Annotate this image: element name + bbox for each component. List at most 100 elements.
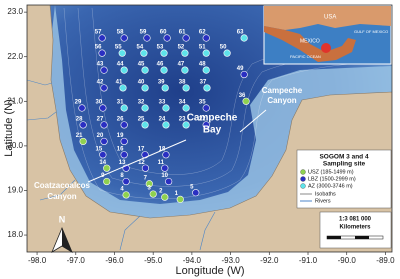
station (202, 121, 210, 129)
axes: -98.0 -97.0 -96.0 -95.0 -94.0 -93.0 -92.0 -91.0… (7, 7, 395, 265)
station (120, 104, 128, 112)
legend-marker (300, 176, 306, 182)
station-label: 52 (178, 45, 185, 51)
station (145, 180, 153, 188)
station-label: 20 (97, 133, 104, 139)
leader-line (239, 109, 267, 133)
station (181, 66, 189, 74)
station (165, 177, 173, 186)
inset-label: GULF OF MEXICO (354, 29, 388, 34)
station-label: 26 (117, 117, 124, 123)
station (182, 121, 190, 129)
station (149, 190, 157, 198)
station-label: 35 (199, 100, 206, 106)
station-label: 58 (117, 30, 124, 36)
station-label: 54 (137, 45, 144, 51)
station (161, 84, 169, 92)
bay-label: Campeche (187, 113, 238, 124)
y-tick-label: 20.0 (7, 141, 23, 150)
station (100, 84, 108, 92)
x-tick-label: -95.0 (144, 256, 163, 265)
x-tick-label: -97.0 (67, 256, 86, 265)
x-tick-label: -93.0 (221, 256, 240, 265)
station (181, 49, 189, 57)
station-label: 34 (179, 100, 186, 106)
legend-label: LBZ (1500-2999 m) (308, 176, 356, 182)
station-label: 48 (199, 62, 206, 68)
station-label: 41 (116, 80, 123, 86)
station (99, 104, 107, 112)
legend-label: AZ (3000-3746 m) (308, 183, 353, 189)
station (176, 195, 184, 203)
canyon-label: Campeche (262, 86, 303, 95)
station (240, 70, 248, 79)
station (120, 34, 128, 42)
station-label: 36 (239, 93, 246, 99)
station-label: 22 (199, 117, 206, 123)
station-label: 28 (76, 117, 83, 123)
station-label: 45 (138, 62, 145, 68)
station-label: 50 (220, 45, 227, 51)
canyon-label: Canyon (47, 192, 76, 201)
y-tick-label: 21.0 (7, 96, 23, 105)
x-tick-label: -89.0 (376, 256, 395, 265)
station-label: 32 (138, 100, 145, 106)
station (122, 191, 130, 199)
station (141, 104, 149, 112)
x-axis-label: Longitude (W) (175, 265, 244, 277)
legend-marker (300, 169, 306, 175)
station-label: 13 (119, 160, 126, 166)
legend-label: Isobaths (315, 191, 336, 197)
station-label: 5 (190, 184, 194, 190)
legend: SOGOM 3 and 4 Sampling site USZ (185-149… (296, 149, 392, 209)
inset-label: MEXICO (300, 38, 320, 44)
canyon-label: Coatzacoalcos (34, 181, 91, 190)
station (120, 66, 128, 74)
station (141, 66, 149, 74)
station-label: 11 (158, 160, 165, 166)
station (203, 84, 211, 92)
inset-label: PACIFIC OCEAN (290, 54, 321, 59)
station (103, 164, 111, 172)
station (202, 66, 210, 74)
station (118, 49, 126, 57)
rivers (27, 79, 216, 251)
station-label: 14 (99, 160, 106, 166)
station-label: 59 (140, 30, 147, 36)
x-tick-label: -92.0 (260, 256, 279, 265)
legend-items: USZ (185-1499 m)LBZ (1500-2999 m)AZ (300… (300, 169, 356, 204)
station (242, 97, 250, 105)
station (162, 121, 170, 129)
x-tick-label: -98.0 (28, 256, 47, 265)
legend-label: Rivers (315, 198, 331, 204)
station-label: 25 (138, 117, 145, 123)
station (162, 104, 170, 112)
station-label: 30 (96, 100, 103, 106)
station-label: 47 (178, 62, 185, 68)
station (143, 34, 151, 42)
station (192, 189, 200, 197)
station-label: 8 (120, 173, 124, 179)
inset-label: USA (324, 15, 336, 21)
station (100, 137, 108, 146)
station-label: 60 (160, 30, 167, 36)
frame (26, 4, 393, 253)
y-tick-label: 19.0 (7, 186, 23, 195)
station (182, 34, 190, 42)
y-tick-label: 23.0 (7, 7, 23, 16)
station (78, 104, 86, 112)
station (202, 49, 210, 57)
station (161, 164, 169, 172)
legend-subtitle: Sampling site (323, 161, 366, 168)
north-label: N (59, 214, 66, 224)
x-tick-label: -91.0 (299, 256, 318, 265)
station (160, 49, 168, 57)
station (100, 66, 108, 74)
legend-marker (300, 183, 306, 189)
station (98, 34, 106, 42)
station-label: 61 (179, 30, 186, 36)
station-label: 15 (96, 146, 103, 152)
station (99, 151, 107, 159)
station-label: 24 (159, 117, 166, 123)
